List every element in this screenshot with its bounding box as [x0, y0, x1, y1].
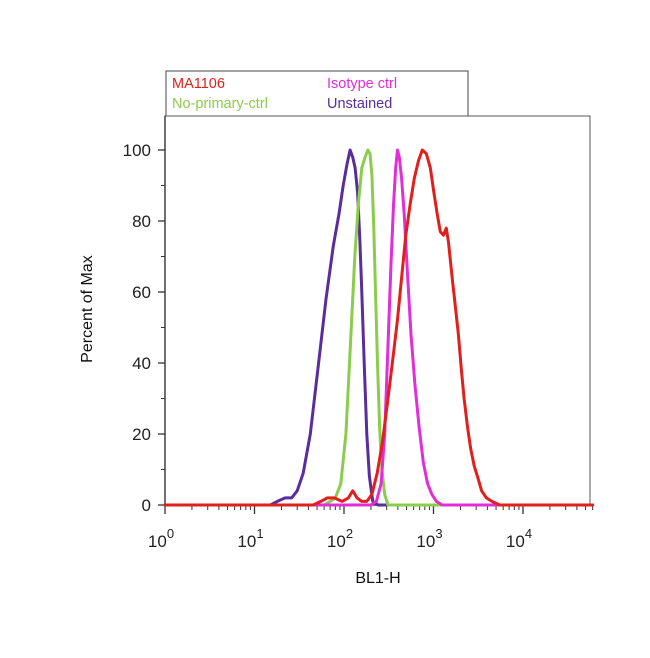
- x-tick-label: 101: [237, 526, 263, 551]
- legend-item-unstained: Unstained: [327, 96, 392, 112]
- legend-item-ma1106: MA1106: [172, 76, 225, 92]
- x-tick-label: 100: [148, 526, 174, 551]
- x-axis-title: BL1-H: [355, 570, 400, 587]
- x-tick-exponent: 1: [256, 526, 263, 541]
- x-axis-ticks: 100 101 102 103 104: [148, 505, 594, 551]
- x-tick-label: 103: [416, 526, 442, 551]
- x-tick-exponent: 4: [525, 526, 532, 541]
- y-tick-label: 40: [132, 354, 151, 373]
- x-tick-exponent: 2: [346, 526, 353, 541]
- legend: MA1106 Isotype ctrl No-primary-ctrl Unst…: [165, 70, 469, 117]
- y-tick-label: 20: [132, 425, 151, 444]
- x-tick-exponent: 3: [435, 526, 442, 541]
- series-layer: [163, 148, 595, 507]
- x-tick-base: 10: [506, 532, 525, 551]
- x-tick-label: 102: [327, 526, 353, 551]
- y-tick-label: 80: [132, 212, 151, 231]
- legend-item-no-primary-ctrl: No-primary-ctrl: [172, 96, 268, 112]
- legend-item-isotype-ctrl: Isotype ctrl: [327, 76, 397, 92]
- y-tick-label: 60: [132, 283, 151, 302]
- series-line-no-primary-ctrl: [163, 148, 595, 507]
- y-axis-title: Percent of Max: [79, 255, 96, 363]
- x-tick-base: 10: [327, 532, 346, 551]
- x-tick-base: 10: [237, 532, 256, 551]
- x-tick-label: 104: [506, 526, 532, 551]
- series-line-unstained: [163, 148, 595, 507]
- series-line-ma1106: [163, 148, 595, 507]
- series-line-isotype-ctrl: [163, 148, 595, 507]
- y-axis-ticks: 0 20 40 60 80 100: [123, 141, 165, 515]
- x-tick-base: 10: [416, 532, 435, 551]
- y-tick-label: 100: [123, 141, 151, 160]
- x-tick-exponent: 0: [167, 526, 174, 541]
- y-tick-label: 0: [142, 496, 151, 515]
- x-tick-base: 10: [148, 532, 167, 551]
